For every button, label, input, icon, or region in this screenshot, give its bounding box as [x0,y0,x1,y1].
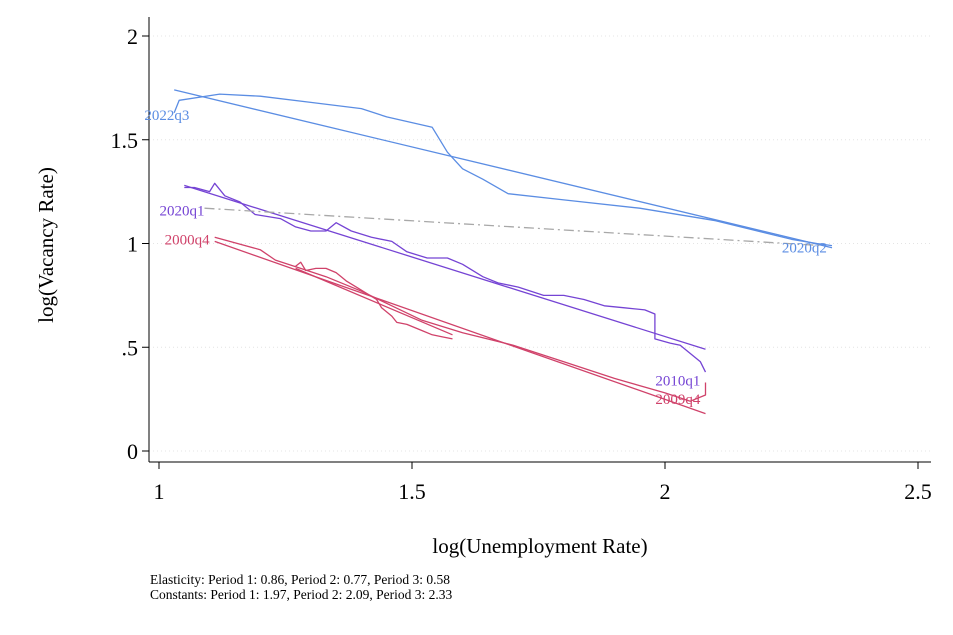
point-label: 2022q3 [144,108,189,124]
point-label: 2009q4 [655,392,701,408]
y-tick-label: .5 [122,335,139,360]
elasticity-note: Elasticity: Period 1: 0.86, Period 2: 0.… [150,572,450,587]
point-label: 2000q4 [165,232,211,248]
series-period-1-fit [295,267,453,336]
series-period-3-data [173,93,833,247]
point-label: 2010q1 [655,373,700,389]
y-axis-label: log(Vacancy Rate) [34,167,58,323]
series-period-3-fit [174,89,833,249]
y-tick-label: 1 [127,232,138,257]
annotation-layer: 2022q3 2020q1 2000q4 2020q2 2010q1 2009q4 [144,108,827,408]
x-tick-label: 2 [660,479,671,504]
series-period-2-data [184,182,707,373]
y-tick-label: 0 [127,439,138,464]
series-period-1-data [295,261,453,340]
x-tick-label: 1 [154,479,165,504]
y-tick-label: 2 [127,24,138,49]
series-covid-transition [204,207,822,247]
x-axis-label: log(Unemployment Rate) [432,534,647,558]
x-tick-label: 1.5 [398,479,426,504]
x-tick-label: 2.5 [904,479,932,504]
series-layer [173,89,833,415]
series-period-1-data [214,236,707,402]
axes: 0 .5 1 1.5 2 1 1.5 2 2.5 [111,17,932,504]
series-period-1-fit [214,240,706,415]
point-label: 2020q2 [782,241,827,257]
point-label: 2020q1 [160,203,205,219]
y-tick-label: 1.5 [111,128,139,153]
series-period-2-fit [184,184,706,350]
constants-note: Constants: Period 1: 1.97, Period 2: 2.0… [150,587,453,602]
